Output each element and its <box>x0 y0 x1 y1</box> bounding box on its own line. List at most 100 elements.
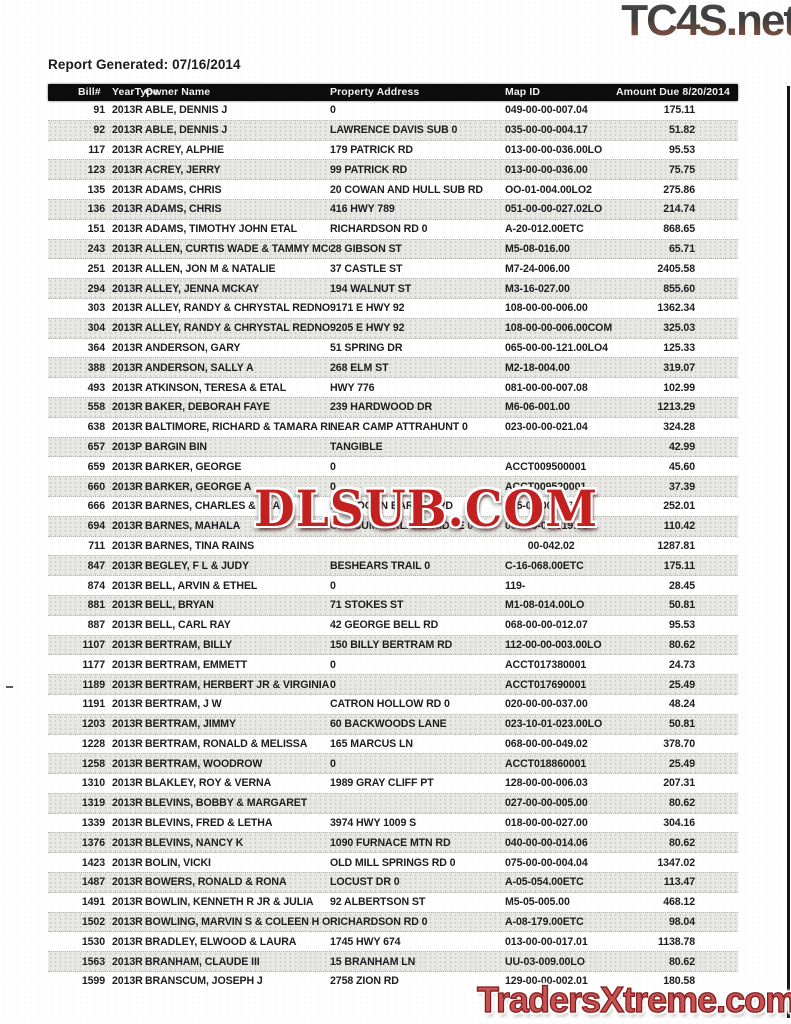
table-row: 1189 2013R BERTRAM, HERBERT JR & VIRGINI… <box>48 674 738 695</box>
cell-map-id: 108-00-00-006.00COM <box>505 322 613 335</box>
cell-year-type: 2013R <box>112 203 143 216</box>
table-row: 92 2013R ABLE, DENNIS J LAWRENCE DAVIS S… <box>48 119 738 141</box>
cell-bill-number: 660 <box>87 480 105 493</box>
cell-map-id: 027-00-00-005.00 <box>505 797 588 810</box>
cell-year-type: 2013R <box>112 143 143 156</box>
cell-amount-due: 180.58 <box>663 975 695 988</box>
cell-owner-name: ALLEN, JON M & NATALIE <box>145 262 276 275</box>
cell-property-address: OLD MILL SPRINGS RD 0 <box>330 856 456 869</box>
cell-map-id: ACCT009520001 <box>505 480 587 493</box>
table-row: 243 2013R ALLEN, CURTIS WADE & TAMMY MCG… <box>48 238 738 260</box>
cell-owner-name: BERTRAM, J W <box>145 698 222 711</box>
cell-amount-due: 1362.34 <box>657 302 695 315</box>
header-map-id: Map ID <box>505 86 541 98</box>
table-row: 694 2013R BARNES, MAHALA OFF CUMBERLAND … <box>48 515 738 537</box>
cell-owner-name: BLEVINS, BOBBY & MARGARET <box>145 797 308 810</box>
cell-amount-due: 37.39 <box>668 480 695 493</box>
cell-property-address: 179 PATRICK RD <box>330 143 413 156</box>
cell-amount-due: 275.86 <box>663 183 695 196</box>
cell-map-id: A-08-179.00ETC <box>505 916 584 929</box>
cell-map-id: 018-00-00-027.00 <box>505 817 588 830</box>
cell-owner-name: BERTRAM, JIMMY <box>145 718 237 731</box>
cell-map-id: 068-00-00-049.02 <box>505 737 588 750</box>
cell-map-id: A-20-012.00ETC <box>505 223 584 236</box>
cell-bill-number: 1228 <box>81 737 105 750</box>
cell-property-address: 165 MARCUS LN <box>330 737 413 750</box>
table-row: 1423 2013R BOLIN, VICKI OLD MILL SPRINGS… <box>48 853 738 872</box>
cell-year-type: 2013R <box>112 322 143 335</box>
table-row: 666 2013R BARNES, CHARLES & TRACY 164 LO… <box>48 497 738 516</box>
cell-property-address: CATRON HOLLOW RD 0 <box>330 698 450 711</box>
cell-bill-number: 91 <box>93 104 105 117</box>
cell-owner-name: ATKINSON, TERESA & ETAL <box>145 381 287 394</box>
cell-year-type: 2013R <box>112 262 143 275</box>
cell-property-address: 9171 E HWY 92 <box>330 302 405 315</box>
cell-property-address: 71 STOKES ST <box>330 599 404 612</box>
table-row: 881 2013R BELL, BRYAN 71 STOKES ST M1-08… <box>48 594 738 616</box>
cell-year-type: 2013R <box>112 302 143 315</box>
cell-bill-number: 887 <box>87 619 105 632</box>
cell-amount-due: 214.74 <box>663 203 695 216</box>
cell-year-type: 2013R <box>112 124 143 137</box>
cell-amount-due: 80.62 <box>668 836 695 849</box>
cell-amount-due: 2405.58 <box>657 262 695 275</box>
cell-map-id: 112-00-00-003.00LO <box>505 638 602 651</box>
cell-owner-name: BLEVINS, FRED & LETHA <box>145 817 273 830</box>
cell-owner-name: ADAMS, CHRIS <box>145 203 222 216</box>
cell-map-id: 119- <box>505 579 526 592</box>
cell-property-address: 37 CASTLE ST <box>330 262 403 275</box>
cell-map-id: OO-01-004.00LO2 <box>505 183 592 196</box>
cell-amount-due: 75.75 <box>668 163 695 176</box>
cell-map-id: 005-00-00-008.00 <box>505 500 588 513</box>
table-row: 1599 2013R BRANSCUM, JOSEPH J 2758 ZION … <box>48 972 738 991</box>
cell-property-address: OFF CUMBERLAND RIDGE 0 <box>330 520 474 533</box>
table-row: 1203 2013R BERTRAM, JIMMY 60 BACKWOODS L… <box>48 713 738 735</box>
cell-bill-number: 1203 <box>81 718 105 731</box>
cell-property-address: RICHARDSON RD 0 <box>330 916 428 929</box>
cell-year-type: 2013R <box>112 836 143 849</box>
cell-bill-number: 1376 <box>81 836 105 849</box>
cell-bill-number: 117 <box>88 143 105 156</box>
cell-year-type: 2013R <box>112 856 143 869</box>
cell-property-address: 239 HARDWOOD DR <box>330 401 433 414</box>
cell-amount-due: 207.31 <box>663 777 695 790</box>
cell-year-type: 2013R <box>112 737 143 750</box>
cell-map-id: 049-00-00-007.04 <box>505 104 588 117</box>
table-row: 660 2013R BARKER, GEORGE A 0 ACCT0095200… <box>48 476 738 497</box>
cell-owner-name: BOWERS, RONALD & RONA <box>145 876 287 889</box>
cell-map-id: M6-06-001.00 <box>505 401 570 414</box>
cell-map-id: 00-042.02 <box>505 539 575 552</box>
table-row: 303 2013R ALLEY, RANDY & CHRYSTAL REDNOU… <box>48 299 738 318</box>
table-row: 1191 2013R BERTRAM, J W CATRON HOLLOW RD… <box>48 695 738 714</box>
cell-amount-due: 319.07 <box>663 361 695 374</box>
cell-amount-due: 378.70 <box>663 737 695 750</box>
cell-year-type: 2013R <box>112 163 143 176</box>
cell-owner-name: ABLE, DENNIS J <box>145 124 228 137</box>
cell-bill-number: 657 <box>87 440 105 453</box>
cell-owner-name: ABLE, DENNIS J <box>145 104 228 117</box>
cell-owner-name: BERTRAM, HERBERT JR & VIRGINIA <box>145 678 330 691</box>
cell-owner-name: ADAMS, CHRIS <box>145 183 222 196</box>
cell-bill-number: 1491 <box>81 896 105 909</box>
cell-owner-name: BOLIN, VICKI <box>145 856 211 869</box>
cell-amount-due: 25.49 <box>668 757 695 770</box>
cell-amount-due: 1347.02 <box>657 856 695 869</box>
cell-map-id: M1-08-014.00LO <box>505 599 585 612</box>
cell-bill-number: 1502 <box>81 916 105 929</box>
cell-year-type: 2013R <box>112 797 143 810</box>
cell-owner-name: BARNES, CHARLES & TRACY <box>145 500 295 513</box>
cell-year-type: 2013R <box>112 955 143 968</box>
cell-year-type: 2013R <box>112 599 143 612</box>
cell-property-address: 268 ELM ST <box>330 361 389 374</box>
cell-map-id: 075-00-00-004.04 <box>505 856 588 869</box>
table-row: 304 2013R ALLEY, RANDY & CHRYSTAL REDNOU… <box>48 317 738 339</box>
cell-year-type: 2013R <box>112 916 143 929</box>
table-row: 294 2013R ALLEY, JENNA MCKAY 194 WALNUT … <box>48 278 738 299</box>
cell-year-type: 2013R <box>112 975 143 988</box>
cell-property-address: 416 HWY 789 <box>330 203 395 216</box>
cell-owner-name: ACREY, JERRY <box>145 163 221 176</box>
cell-year-type: 2013R <box>112 104 143 117</box>
cell-property-address: LOCUST DR 0 <box>330 876 400 889</box>
table-row: 135 2013R ADAMS, CHRIS 20 COWAN AND HULL… <box>48 180 738 199</box>
cell-year-type: 2013R <box>112 242 143 255</box>
